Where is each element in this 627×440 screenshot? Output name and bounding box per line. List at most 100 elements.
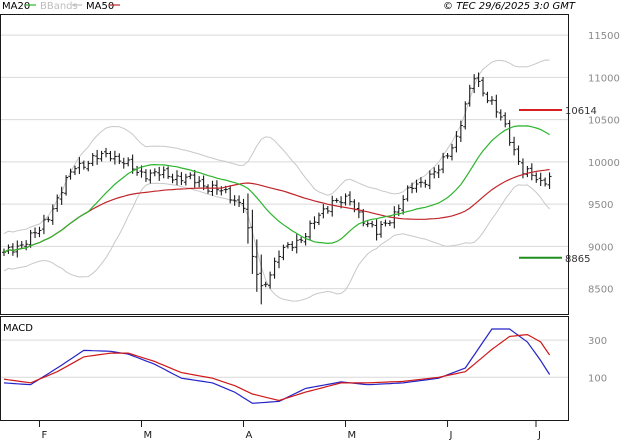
ohlc-bar (365, 221, 370, 228)
x-tick-label: J (537, 430, 541, 440)
ohlc-bar (543, 177, 548, 187)
ohlc-bar (206, 184, 211, 194)
ohlc-bar (423, 179, 428, 188)
ohlc-bar (503, 112, 508, 128)
ohlc-bar (170, 173, 175, 184)
ohlc-bar (427, 170, 432, 190)
macd-ytick-label: 100 (588, 373, 607, 384)
ohlc-bar (135, 165, 140, 176)
price-ytick-label: 9000 (588, 242, 613, 253)
ohlc-bar (285, 242, 290, 249)
ohlc-bar (126, 157, 131, 167)
ohlc-bar (68, 168, 73, 180)
ohlc-bar (512, 136, 517, 156)
ohlc-bar (112, 150, 117, 165)
ohlc-bar (312, 216, 317, 230)
ohlc-bar (463, 101, 468, 130)
ohlc-bar (277, 250, 281, 269)
ohlc-bar (254, 239, 259, 292)
level-label: 8865 (565, 254, 590, 265)
ohlc-bar (108, 150, 113, 162)
ohlc-bar (10, 243, 15, 256)
ma20-line (3, 125, 550, 253)
ohlc-bar (472, 74, 477, 94)
ohlc-bar (86, 160, 91, 172)
ohlc-bar (228, 185, 233, 204)
ma50-line (3, 168, 550, 253)
chart-header: MA20 BBands MA50 © TEC 29/6/2025 3:0 GMT (0, 0, 627, 12)
ohlc-bar (401, 195, 406, 215)
ohlc-bar (95, 149, 100, 165)
ohlc-bar (303, 232, 308, 246)
level-label: 10614 (565, 106, 597, 117)
macd-line (3, 328, 551, 404)
ohlc-bar (308, 220, 313, 240)
ohlc-bar (534, 172, 539, 183)
ohlc-bar (321, 204, 326, 219)
ohlc-bar (476, 72, 481, 87)
ohlc-bar (263, 281, 268, 288)
ohlc-bar (410, 182, 415, 194)
ohlc-bar (183, 173, 188, 186)
price-ytick-label: 11500 (588, 31, 620, 42)
ohlc-bar (117, 153, 122, 165)
bbands-lower-line (3, 182, 550, 302)
macd-ytick-label: 300 (588, 336, 607, 347)
ohlc-bar (525, 165, 530, 178)
ohlc-bar (104, 147, 109, 158)
ohlc-bar (330, 195, 335, 217)
ohlc-bar (237, 195, 242, 207)
ohlc-bar (445, 152, 450, 159)
ohlc-bar (352, 199, 357, 213)
ohlc-bar (259, 254, 264, 305)
ohlc-bar (405, 185, 410, 202)
ohlc-bar (294, 234, 299, 254)
ohlc-bar (383, 219, 388, 227)
x-tick-label: M (144, 430, 153, 440)
legend-ma50-label: MA50 (86, 1, 114, 12)
ohlc-bar (494, 94, 499, 118)
ohlc-bar (197, 176, 202, 188)
ohlc-bar (418, 177, 423, 188)
ohlc-bar (55, 194, 60, 212)
ohlc-bar (143, 169, 148, 182)
x-tick-label: F (41, 430, 47, 440)
copyright-timestamp: © TEC 29/6/2025 3:0 GMT (443, 1, 576, 12)
ohlc-bar (250, 209, 255, 274)
ohlc-bar (268, 271, 273, 289)
bbands-upper-line (3, 59, 550, 235)
ohlc-bar (245, 193, 250, 244)
ohlc-bar (37, 226, 42, 238)
ohlc-bar (28, 229, 33, 248)
ohlc-bar (152, 168, 157, 177)
price-panel-border (0, 14, 569, 315)
x-tick-label: A (246, 430, 253, 440)
price-ytick-label: 10000 (588, 158, 620, 169)
price-ytick-label: 10500 (588, 116, 620, 127)
ohlc-bar (334, 198, 339, 203)
ohlc-bar (374, 219, 379, 241)
ohlc-bar (379, 220, 384, 238)
ohlc-bar (516, 145, 521, 165)
ohlc-bar (188, 172, 193, 180)
ohlc-bar (507, 120, 512, 146)
ohlc-bar (19, 241, 24, 250)
ohlc-bar (148, 169, 153, 184)
ohlc-bar (370, 220, 375, 228)
ohlc-bar (361, 208, 366, 227)
ohlc-bar (174, 170, 179, 186)
ohlc-bar (485, 91, 490, 104)
ohlc-bar (241, 198, 246, 213)
ohlc-bar (99, 150, 104, 162)
ohlc-bar (414, 179, 419, 193)
ohlc-bar (33, 227, 38, 239)
ohlc-bar (432, 167, 437, 179)
x-tick-label: J (449, 430, 453, 440)
ohlc-bar (498, 109, 503, 121)
macd-panel-border (0, 316, 569, 421)
ohlc-bar (232, 195, 237, 206)
ohlc-bar (41, 214, 46, 235)
price-ytick-label: 8500 (588, 285, 613, 296)
